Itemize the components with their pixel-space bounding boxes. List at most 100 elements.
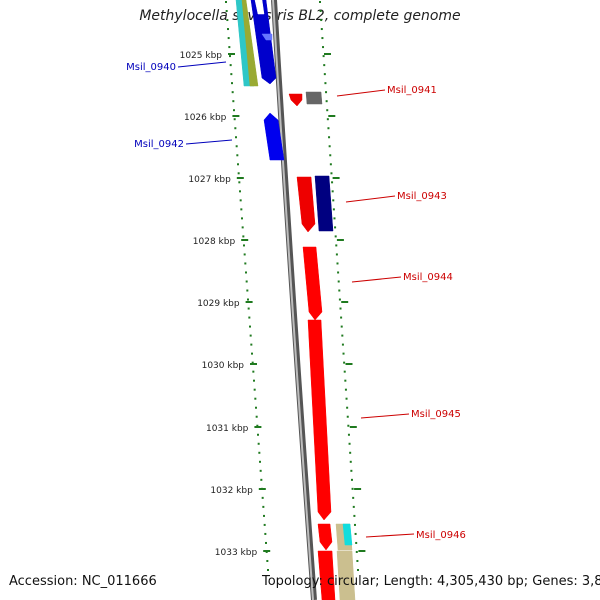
gene-block-cyan-2	[342, 523, 353, 546]
right-track-dot	[349, 451, 352, 454]
left-track-dot	[226, 19, 229, 22]
left-track-dot	[240, 208, 243, 211]
right-track-dot	[330, 172, 333, 175]
major-tick-left	[263, 550, 271, 552]
right-track-dot	[326, 109, 329, 112]
right-track-dot	[335, 244, 338, 247]
gene-msil-0944	[302, 246, 323, 321]
left-track-dot	[229, 64, 232, 67]
right-track-dot	[324, 82, 327, 85]
map-title: Methylocella silvestris BL2, complete ge…	[139, 8, 461, 24]
right-track-dot	[338, 298, 341, 301]
major-tick-right	[328, 115, 336, 117]
left-track-dot	[262, 505, 265, 508]
gene-label-leader	[336, 89, 386, 97]
left-track-dot	[264, 532, 267, 535]
right-track-dot	[325, 100, 328, 103]
left-track-dot	[260, 478, 263, 481]
gene-msil-0945	[307, 319, 332, 521]
right-track-dot	[338, 289, 341, 292]
right-track-dot	[349, 460, 352, 463]
right-track-dot	[353, 523, 356, 526]
left-track-dot	[261, 496, 264, 499]
gene-msil-0941	[288, 93, 303, 107]
right-track-dot	[346, 406, 349, 409]
right-track-dot	[334, 235, 337, 238]
right-track-dot	[346, 415, 349, 418]
right-track-dot	[344, 379, 347, 382]
left-track-dot	[238, 181, 241, 184]
major-tick-right	[332, 177, 340, 179]
left-track-dot	[237, 163, 239, 166]
scale-label: 1026 kbp	[184, 113, 227, 123]
major-tick-left	[245, 301, 253, 303]
right-track-dot	[337, 280, 340, 283]
scale-label: 1031 kbp	[206, 424, 249, 434]
left-track-dot	[228, 46, 231, 49]
gene-features	[235, 0, 356, 600]
right-track-dot	[331, 190, 334, 193]
right-track-dot	[333, 217, 336, 220]
right-track-dot	[347, 433, 350, 436]
left-track-dot	[257, 442, 260, 445]
scale-label: 1025 kbp	[180, 51, 223, 61]
gene-label-leader	[365, 533, 415, 538]
right-track-dot	[331, 181, 334, 184]
left-track-dot	[236, 154, 239, 157]
right-track-dot	[354, 532, 357, 535]
left-track-dot	[250, 343, 253, 346]
right-track-dot	[353, 514, 356, 517]
right-track-dot	[328, 145, 331, 148]
right-track-dot	[343, 370, 346, 373]
left-track-dot	[231, 91, 234, 94]
left-track-dot	[234, 127, 237, 130]
left-track-dot	[225, 10, 228, 13]
major-tick-right	[358, 550, 366, 552]
right-track-dot	[323, 64, 326, 67]
left-track-dot	[239, 199, 242, 202]
right-track-dot	[357, 569, 359, 571]
gene-label-leader	[351, 276, 402, 283]
gene-highlight-2	[261, 33, 273, 41]
left-track-dot	[247, 298, 249, 301]
left-track-dot	[239, 190, 241, 193]
left-track-dot	[235, 136, 237, 139]
left-track-dot	[227, 37, 230, 40]
right-track-dot	[332, 208, 335, 211]
gene-label: Msil_0940	[126, 62, 176, 73]
gene-label-leader	[360, 413, 410, 419]
right-track-dot	[347, 424, 350, 427]
right-track-dot	[344, 388, 347, 391]
major-tick-left	[241, 239, 249, 241]
left-track-dot	[255, 415, 258, 418]
gene-msil-0943-navy	[314, 175, 334, 232]
major-tick-right	[336, 239, 344, 241]
left-track-dot	[263, 514, 265, 517]
left-track-dot	[231, 82, 233, 85]
left-track-dot	[241, 217, 243, 220]
left-track-dot	[263, 523, 266, 526]
right-track-dot	[325, 91, 328, 94]
right-track-dot	[320, 28, 323, 31]
major-tick-left	[228, 53, 235, 55]
left-track-dot	[265, 541, 267, 544]
right-track-dot	[319, 10, 322, 13]
left-track-dot	[225, 1, 227, 3]
major-tick-right	[349, 426, 357, 428]
left-track-dot	[252, 370, 255, 373]
gene-msil-0943	[296, 176, 316, 233]
right-track-dot	[350, 478, 353, 481]
left-track-dot	[249, 334, 252, 337]
topology-text: Topology: circular; Length: 4,305,430 bp…	[262, 574, 600, 589]
left-track-dot	[245, 280, 248, 283]
left-track-dot	[243, 244, 245, 247]
left-track-dot	[256, 424, 259, 427]
gene-label: Msil_0945	[411, 409, 461, 420]
right-track-dot	[322, 55, 325, 58]
right-track-dot	[329, 163, 332, 166]
left-track-dot	[242, 235, 245, 238]
right-track-dot	[356, 559, 359, 562]
gene-msil-0942	[263, 112, 285, 161]
left-track-dot	[249, 325, 251, 328]
major-tick-right	[354, 488, 362, 490]
